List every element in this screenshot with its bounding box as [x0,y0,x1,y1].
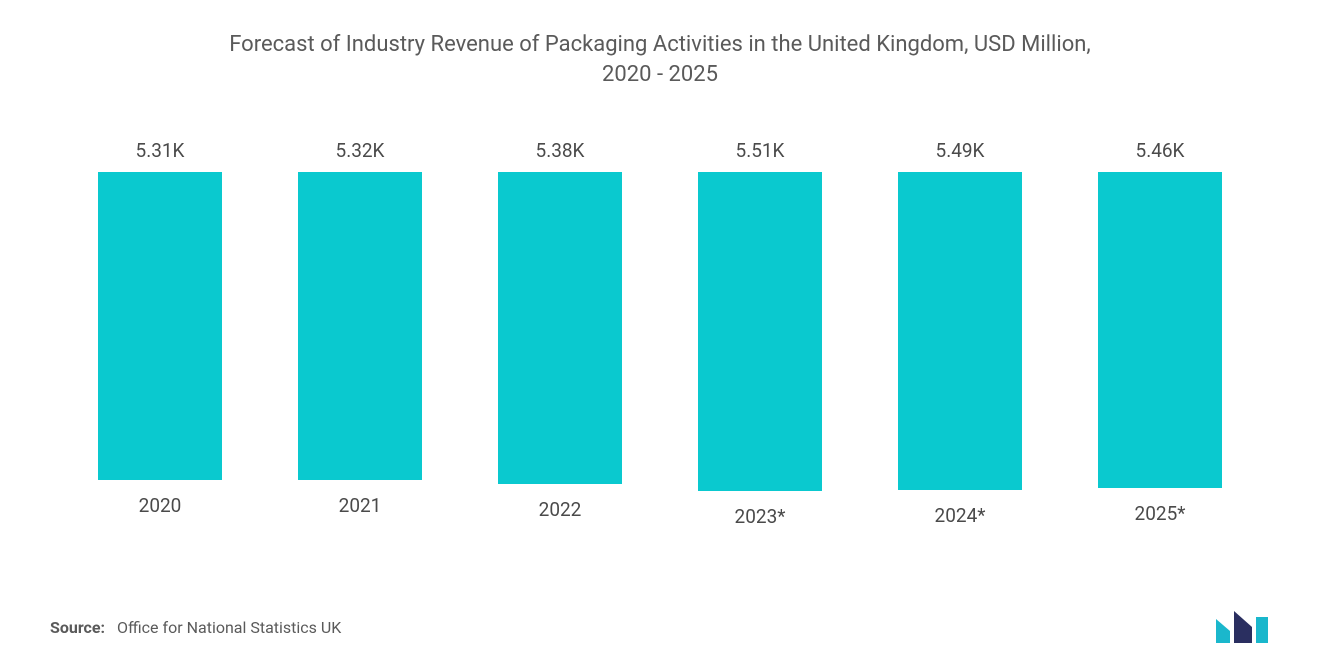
bar-value-label: 5.32K [336,139,385,162]
bar-rect [1098,172,1222,488]
chart-container: Forecast of Industry Revenue of Packagin… [0,0,1320,665]
bar-x-label: 2025* [1135,502,1186,525]
bar-value-label: 5.46K [1136,139,1185,162]
bar-x-label: 2024* [935,504,986,527]
chart-footer: Source: Office for National Statistics U… [40,589,1280,645]
bar-rect [898,172,1022,490]
brand-logo-icon [1214,609,1270,645]
bar-x-label: 2022 [539,498,582,521]
bar-rect [698,172,822,491]
bar-value-label: 5.49K [936,139,985,162]
plot-area: 5.31K 2020 5.32K 2021 5.38K 2022 5.51K 2023* 5.4… [40,89,1280,589]
source-text: Office for National Statistics UK [117,618,341,637]
bar-rect [498,172,622,483]
logo-shape-1 [1216,619,1230,643]
bar-x-label: 2021 [339,494,382,517]
bar-x-label: 2020 [139,494,182,517]
bar-value-label: 5.51K [736,139,785,162]
chart-title-line2: 2020 - 2025 [602,62,718,87]
chart-title-line1: Forecast of Industry Revenue of Packagin… [229,32,1091,57]
bar-column: 5.46K 2025* [1060,139,1260,589]
bar-x-label: 2023* [735,505,786,528]
bar-value-label: 5.38K [536,139,585,162]
bar-value-label: 5.31K [136,139,185,162]
bar-column: 5.38K 2022 [460,139,660,589]
logo-shape-3 [1256,617,1268,643]
chart-title: Forecast of Industry Revenue of Packagin… [40,30,1280,89]
bar-column: 5.31K 2020 [60,139,260,589]
bar-column: 5.32K 2021 [260,139,460,589]
bar-rect [98,172,222,479]
source-line: Source: Office for National Statistics U… [50,618,341,637]
bar-column: 5.49K 2024* [860,139,1060,589]
bar-rect [298,172,422,480]
logo-shape-2 [1234,611,1252,643]
source-label: Source: [50,618,105,637]
bar-column: 5.51K 2023* [660,139,860,589]
